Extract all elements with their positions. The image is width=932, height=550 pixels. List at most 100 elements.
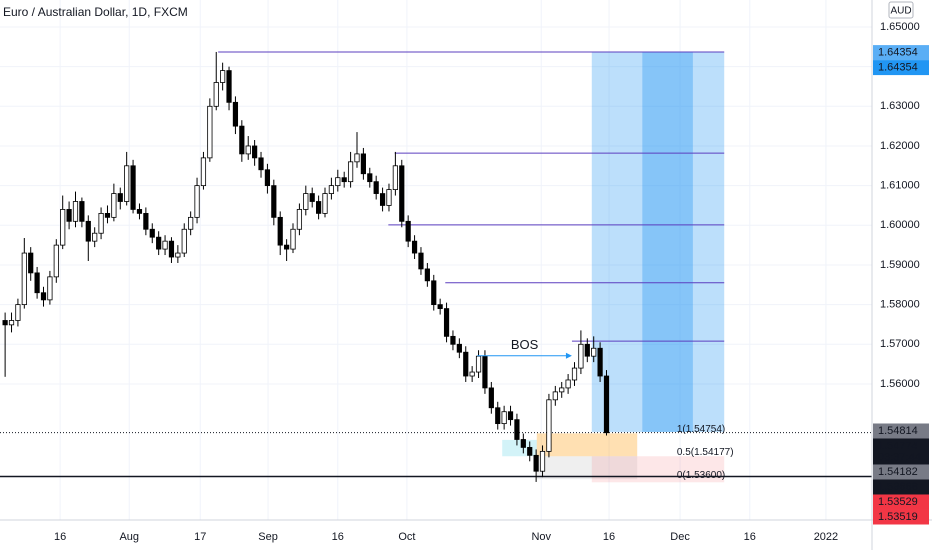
candle-body — [482, 355, 488, 389]
candle-body — [431, 280, 437, 306]
y-tick-label: 1.56000 — [880, 378, 920, 390]
candle-body — [220, 70, 226, 83]
candle-body — [98, 212, 104, 234]
candle-body — [124, 165, 130, 202]
y-tick-label: 1.61000 — [880, 180, 920, 192]
candle-body — [571, 367, 578, 381]
candle-body — [85, 220, 91, 242]
price-badge-label: 1.64354 — [878, 47, 918, 59]
x-tick-label: 17 — [194, 531, 206, 543]
candle-body — [559, 387, 565, 393]
candle-body — [162, 240, 168, 250]
price-badge-label: 1.53529 — [878, 496, 918, 508]
candle-body — [354, 153, 360, 163]
price-badge — [873, 438, 929, 465]
candle-body — [360, 153, 366, 175]
x-tick-label: 2022 — [814, 531, 838, 543]
candle-body — [8, 320, 15, 326]
candle-body — [591, 347, 597, 357]
candle-body — [386, 189, 392, 206]
candle-body — [277, 216, 283, 246]
candle-body — [450, 335, 456, 345]
candle-body — [303, 193, 309, 210]
candle-body — [341, 177, 347, 183]
candle-body — [232, 101, 239, 127]
candle-body — [469, 371, 475, 377]
candle-body — [418, 252, 424, 270]
zone — [591, 456, 725, 483]
price-badge — [873, 509, 929, 525]
candle-body — [213, 82, 219, 107]
price-badge-label: 1.53668 — [878, 481, 918, 493]
y-tick-label: 1.59000 — [880, 259, 920, 271]
candle-body — [15, 304, 21, 321]
y-tick-label: 1.57000 — [880, 338, 920, 350]
candle-body — [405, 220, 411, 242]
candle-body — [28, 252, 34, 274]
candle-body — [520, 439, 526, 448]
y-tick-label: 1.58000 — [880, 299, 920, 311]
candle-body — [373, 181, 379, 194]
price-badge-label: 1.64354 — [878, 62, 918, 74]
candle-body — [239, 125, 245, 155]
price-badge-label: 1.54814 — [878, 425, 918, 437]
bos-arrowhead — [565, 352, 572, 359]
candle-body — [539, 450, 546, 472]
candle-body — [200, 157, 207, 187]
zone — [642, 51, 693, 432]
candle-body — [533, 454, 539, 472]
candle-body — [578, 343, 584, 369]
candle-body — [411, 240, 418, 254]
fib-label: 1(1.54754) — [677, 424, 725, 435]
x-tick-label: 16 — [744, 531, 756, 543]
candle-body — [584, 343, 590, 357]
candle-body — [207, 105, 213, 159]
fib-label: 0.5(1.54177) — [677, 447, 734, 458]
candle-body — [34, 272, 40, 294]
x-tick-label: Oct — [398, 531, 415, 543]
x-tick-label: Sep — [258, 531, 278, 543]
candle-body — [72, 201, 79, 222]
y-tick-label: 1.62000 — [880, 140, 920, 152]
candle-body — [501, 411, 507, 425]
price-badge — [873, 479, 929, 495]
candle-body — [552, 391, 558, 401]
candle-body — [264, 169, 271, 187]
candle-body — [495, 407, 501, 425]
chart-title: Euro / Australian Dollar, 1D, FXCM — [3, 5, 188, 19]
candle-body — [53, 244, 59, 278]
candle-body — [111, 193, 117, 218]
price-badge — [873, 423, 929, 439]
zone — [536, 456, 638, 480]
candle-body — [367, 173, 373, 183]
candle-body — [328, 185, 334, 194]
price-badge-countdown: 03:37:44 — [878, 451, 921, 463]
candle-body — [296, 209, 303, 230]
candle-body — [527, 447, 533, 456]
currency-badge — [888, 1, 914, 19]
candle-body — [40, 292, 47, 301]
candle-body — [156, 236, 162, 250]
y-tick-label: 1.63000 — [880, 100, 920, 112]
candle-body — [181, 228, 187, 254]
y-tick-label: 1.60000 — [880, 219, 920, 231]
x-tick-label: 16 — [603, 531, 615, 543]
x-tick-label: 16 — [54, 531, 66, 543]
zone — [536, 433, 638, 457]
candle-body — [565, 379, 571, 389]
candle-body — [175, 252, 181, 258]
candle-body — [136, 209, 143, 214]
y-tick-label: 1.65000 — [880, 21, 920, 33]
candle-body — [322, 193, 328, 214]
price-badge-label: 1.54774 — [878, 440, 918, 452]
price-badge-label: 1.54182 — [878, 466, 918, 478]
candle-body — [507, 411, 514, 421]
candle-body — [463, 351, 469, 377]
candle-body — [399, 165, 405, 222]
candle-body — [79, 201, 85, 222]
zone — [591, 51, 725, 432]
candle-body — [284, 244, 290, 250]
candle-body — [258, 157, 264, 171]
currency: AUD — [890, 6, 911, 17]
